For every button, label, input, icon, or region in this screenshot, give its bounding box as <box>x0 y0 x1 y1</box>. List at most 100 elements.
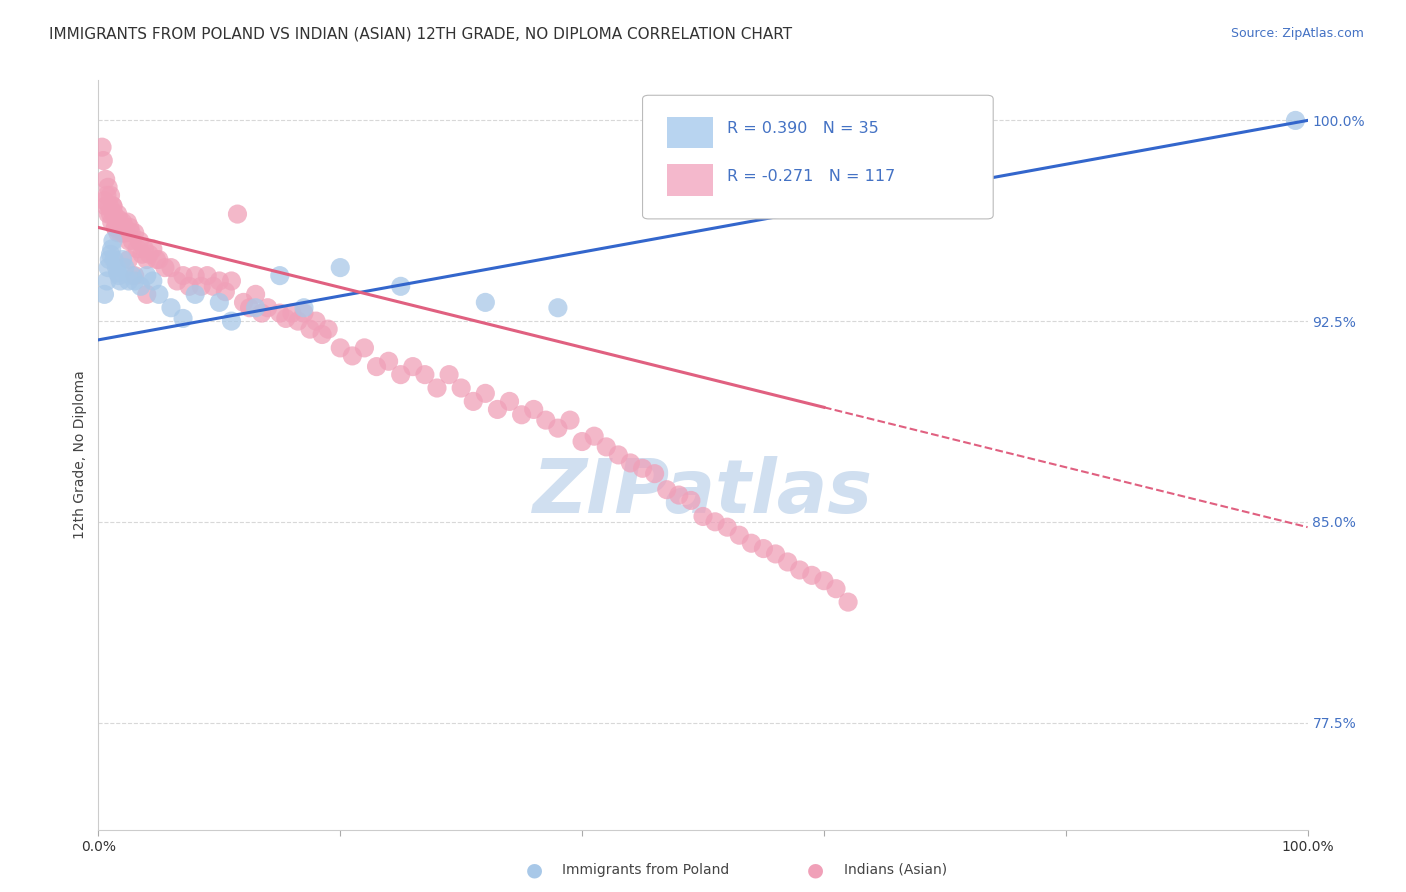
Point <box>135 287 157 301</box>
Point <box>281 306 304 320</box>
Point <box>245 301 267 315</box>
Point <box>101 199 124 213</box>
Point <box>208 274 231 288</box>
Point <box>108 226 131 240</box>
Point <box>129 279 152 293</box>
Point <box>97 260 120 275</box>
Point <box>114 260 136 275</box>
Point <box>115 226 138 240</box>
Point <box>91 153 114 168</box>
Point <box>426 381 449 395</box>
Point <box>93 287 115 301</box>
Point <box>679 493 702 508</box>
Point <box>232 295 254 310</box>
Point <box>101 199 124 213</box>
Point <box>124 268 146 283</box>
Point <box>607 448 630 462</box>
Point <box>1284 113 1306 128</box>
Point <box>837 595 859 609</box>
Point <box>571 434 593 449</box>
Point <box>111 226 134 240</box>
Point <box>100 215 122 229</box>
Point <box>108 268 131 283</box>
Point <box>305 314 328 328</box>
Point <box>104 220 127 235</box>
Point <box>100 207 122 221</box>
Point <box>202 279 225 293</box>
Point <box>100 242 122 256</box>
Point <box>114 220 136 235</box>
Point <box>813 574 835 588</box>
Point <box>221 314 243 328</box>
Point <box>776 555 799 569</box>
Point <box>179 279 201 293</box>
Point <box>118 274 141 288</box>
Text: Source: ZipAtlas.com: Source: ZipAtlas.com <box>1230 27 1364 40</box>
Point <box>166 274 188 288</box>
Point <box>108 220 131 235</box>
Point <box>112 226 135 240</box>
Point <box>274 311 297 326</box>
Point <box>98 199 121 213</box>
Point <box>195 268 218 283</box>
FancyBboxPatch shape <box>643 95 993 219</box>
Point <box>486 402 509 417</box>
Point <box>172 268 194 283</box>
Point <box>752 541 775 556</box>
Point <box>107 226 129 240</box>
Point <box>107 207 129 221</box>
Point <box>105 260 128 275</box>
Point <box>97 180 120 194</box>
Text: ●: ● <box>807 860 824 880</box>
Point <box>214 285 236 299</box>
Text: Indians (Asian): Indians (Asian) <box>844 863 946 877</box>
Point <box>145 252 167 267</box>
Point <box>934 194 956 208</box>
Point <box>110 220 132 235</box>
Point <box>98 252 121 267</box>
Point <box>631 461 654 475</box>
Point <box>353 341 375 355</box>
Point <box>523 402 546 417</box>
Point <box>728 528 751 542</box>
Point <box>389 368 412 382</box>
Point <box>619 456 641 470</box>
Point <box>329 341 352 355</box>
Text: IMMIGRANTS FROM POLAND VS INDIAN (ASIAN) 12TH GRADE, NO DIPLOMA CORRELATION CHAR: IMMIGRANTS FROM POLAND VS INDIAN (ASIAN)… <box>49 27 793 42</box>
Point <box>103 207 125 221</box>
Point <box>292 301 315 315</box>
Point <box>583 429 606 443</box>
Point <box>547 421 569 435</box>
Point <box>148 252 170 267</box>
Point <box>135 268 157 283</box>
Point <box>716 520 738 534</box>
Point <box>118 252 141 267</box>
Point <box>96 188 118 202</box>
Point <box>100 188 122 202</box>
Point <box>91 140 114 154</box>
Point <box>105 215 128 229</box>
Point <box>138 247 160 261</box>
Point <box>127 242 149 256</box>
Point <box>311 327 333 342</box>
Point <box>124 274 146 288</box>
Point <box>135 252 157 267</box>
Point <box>239 301 262 315</box>
Point <box>118 234 141 248</box>
Point <box>108 212 131 227</box>
Point <box>668 488 690 502</box>
Point <box>825 582 848 596</box>
Point <box>269 268 291 283</box>
Point <box>117 215 139 229</box>
Point <box>134 242 156 256</box>
Point <box>377 354 399 368</box>
Point <box>160 260 183 275</box>
Point <box>789 563 811 577</box>
Point <box>534 413 557 427</box>
Point <box>463 394 485 409</box>
Point <box>250 306 273 320</box>
Point <box>208 295 231 310</box>
Point <box>172 311 194 326</box>
Point <box>103 252 125 267</box>
Point <box>644 467 666 481</box>
